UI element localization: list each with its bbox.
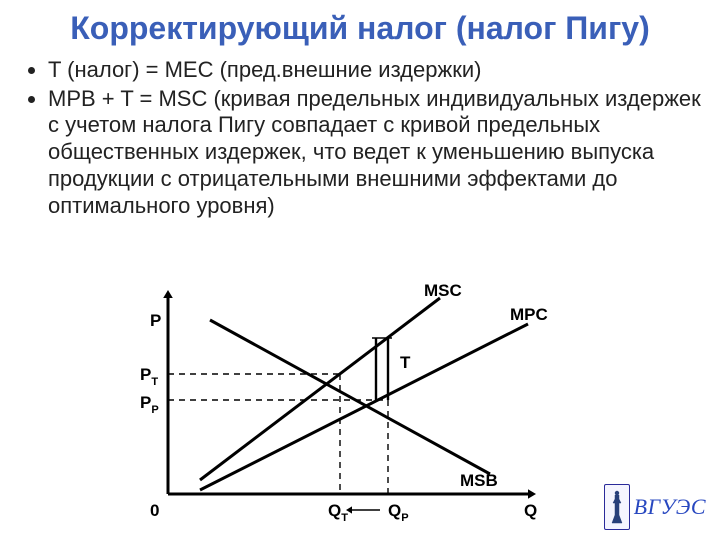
svg-text:0: 0 [150,501,159,520]
svg-text:MSC: MSC [424,281,462,300]
bullet-list: T (налог) = MEC (пред.внешние издержки) … [24,57,702,220]
logo-figure-frame [604,484,630,530]
svg-text:QT: QT [328,501,348,524]
logo-text: ВГУЭС [634,494,706,520]
bullet-item: MPB + T = MSC (кривая предельных индивид… [48,86,702,220]
svg-text:QP: QP [388,501,409,524]
svg-text:PT: PT [140,365,158,388]
bullet-item: T (налог) = MEC (пред.внешние издержки) [48,57,702,84]
svg-text:P: P [150,311,161,330]
footer-logo: ВГУЭС [604,484,706,530]
statue-icon [609,489,625,525]
svg-text:MSB: MSB [460,471,498,490]
slide-title: Корректирующий налог (налог Пигу) [18,10,702,47]
svg-text:PP: PP [140,393,159,416]
economics-diagram: P PT PP 0 QT QP Q MSC MPC MSB T [130,280,560,530]
svg-text:T: T [400,353,411,372]
svg-text:MPC: MPC [510,305,548,324]
svg-text:Q: Q [524,501,537,520]
